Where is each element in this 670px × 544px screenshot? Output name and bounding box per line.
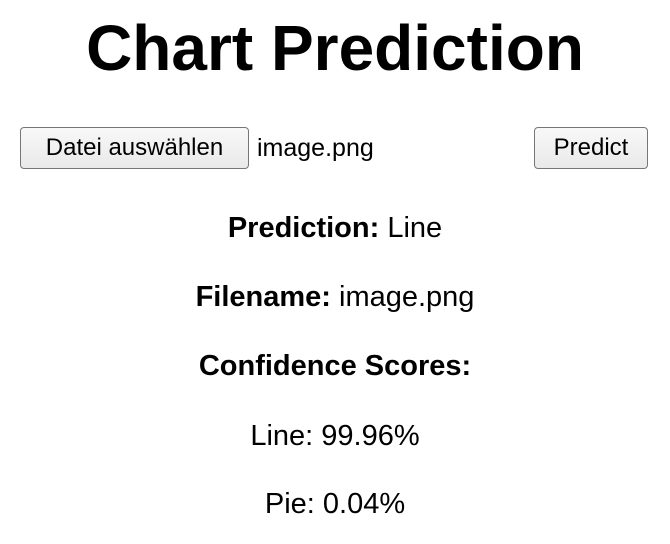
score-separator: : [306, 488, 323, 520]
score-separator: : [305, 420, 322, 452]
confidence-heading-text: Confidence Scores: [198, 350, 472, 382]
filename-result: Filename: image.png [0, 279, 670, 315]
score-value: 0.04% [322, 488, 406, 520]
choose-file-button[interactable]: Datei auswählen [20, 127, 249, 169]
prediction-value: Line [387, 212, 443, 244]
upload-form: Datei auswählen image.png Predict [20, 127, 648, 171]
filename-value: image.png [339, 281, 475, 313]
score-label: Pie [264, 488, 307, 520]
prediction-label: Prediction: [227, 212, 380, 244]
prediction-result: Prediction: Line [0, 210, 670, 246]
predict-button[interactable]: Predict [534, 127, 648, 169]
score-value: 99.96% [321, 420, 420, 452]
page-title: Chart Prediction [86, 12, 584, 84]
score-label: Line [250, 420, 306, 452]
selected-file-name: image.png [257, 134, 374, 162]
confidence-score-line: Line: 99.96% [0, 418, 670, 454]
filename-label: Filename: [195, 281, 331, 313]
confidence-score-pie: Pie: 0.04% [0, 486, 670, 522]
confidence-heading: Confidence Scores: [0, 348, 670, 384]
